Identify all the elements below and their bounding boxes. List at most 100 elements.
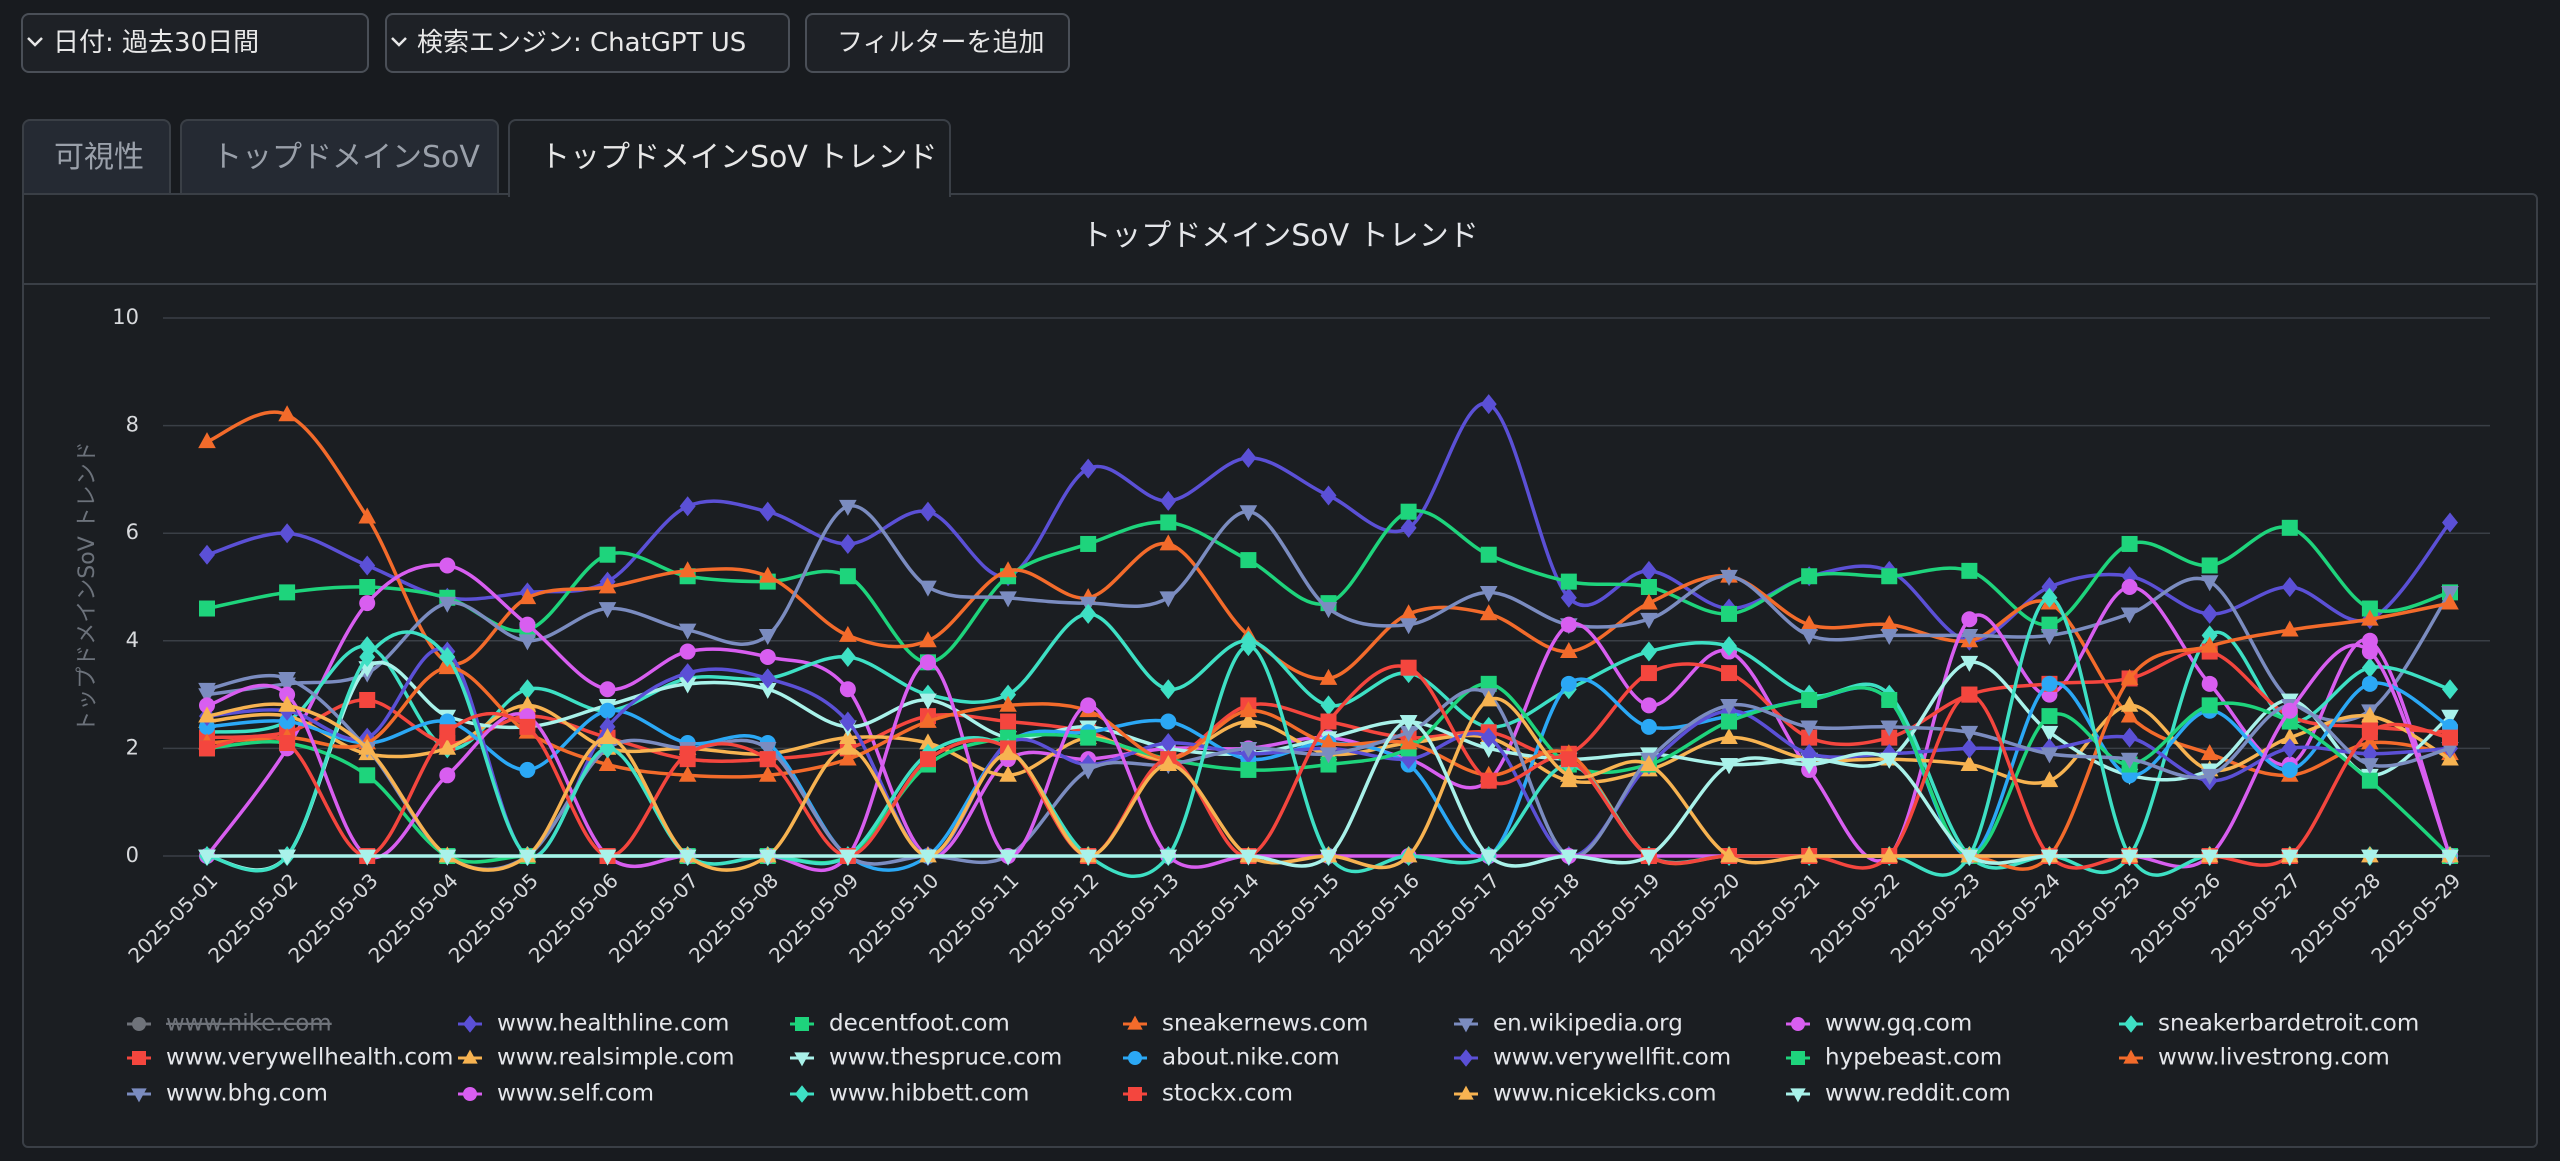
point bbox=[599, 716, 616, 737]
point bbox=[1880, 752, 1899, 769]
point bbox=[1960, 655, 1979, 672]
point bbox=[358, 738, 377, 755]
legend-item[interactable]: www.hibbett.com bbox=[790, 1081, 1029, 1107]
legend-item[interactable]: stockx.com bbox=[1123, 1081, 1293, 1107]
point bbox=[518, 588, 537, 605]
legend-item[interactable]: hypebeast.com bbox=[1786, 1045, 2002, 1071]
point bbox=[2040, 747, 2059, 764]
point bbox=[2120, 849, 2139, 866]
point bbox=[1080, 729, 1097, 746]
add-filter[interactable]: フィルターを追加 bbox=[805, 13, 1070, 73]
point bbox=[599, 546, 616, 563]
legend-item[interactable]: www.verywellfit.com bbox=[1454, 1045, 1731, 1071]
point bbox=[1319, 733, 1338, 750]
point bbox=[2280, 849, 2299, 866]
legend-marker bbox=[1791, 1017, 1805, 1031]
legend-item[interactable]: www.livestrong.com bbox=[2119, 1045, 2390, 1071]
point bbox=[1480, 394, 1497, 415]
legend-label: about.nike.com bbox=[1162, 1045, 1340, 1071]
legend-item[interactable]: www.bhg.com bbox=[127, 1081, 328, 1107]
point bbox=[1159, 591, 1178, 608]
point bbox=[2121, 727, 2138, 748]
legend-marker bbox=[1128, 1051, 1142, 1065]
legend-marker bbox=[794, 1052, 810, 1067]
legend-item[interactable]: www.nicekicks.com bbox=[1454, 1081, 1717, 1107]
legend-item[interactable]: en.wikipedia.org bbox=[1454, 1011, 1683, 1037]
legend-item[interactable]: decentfoot.com bbox=[790, 1011, 1010, 1037]
point bbox=[839, 533, 856, 554]
point bbox=[2201, 675, 2218, 692]
point bbox=[1160, 713, 1177, 730]
point bbox=[1961, 686, 1978, 703]
point bbox=[2200, 849, 2219, 866]
point bbox=[2442, 512, 2458, 533]
point bbox=[759, 501, 776, 522]
point bbox=[758, 742, 777, 758]
point bbox=[518, 849, 537, 866]
point bbox=[1079, 849, 1097, 866]
point bbox=[358, 849, 377, 866]
legend-label: www.bhg.com bbox=[166, 1081, 328, 1107]
point bbox=[278, 849, 296, 866]
point bbox=[2361, 600, 2378, 617]
point bbox=[1560, 675, 1577, 692]
tab[interactable]: トップドメインSoV bbox=[180, 119, 499, 195]
legend-item[interactable]: sneakerbardetroit.com bbox=[2119, 1011, 2419, 1037]
point bbox=[1560, 641, 1578, 658]
tab-label: トップドメインSoV bbox=[212, 140, 480, 175]
legend-marker bbox=[2123, 1049, 2139, 1064]
point bbox=[2361, 706, 2379, 723]
point bbox=[678, 677, 697, 694]
legend-item[interactable]: www.gq.com bbox=[1786, 1011, 1972, 1037]
point bbox=[2361, 609, 2379, 626]
point bbox=[519, 718, 536, 735]
point bbox=[999, 744, 1017, 761]
point bbox=[759, 668, 776, 689]
point bbox=[1640, 665, 1657, 682]
chevron bbox=[27, 37, 43, 47]
date-filter[interactable]: 日付: 過去30日間 bbox=[21, 13, 369, 73]
point bbox=[278, 405, 296, 422]
point bbox=[2201, 697, 2218, 714]
point bbox=[2442, 729, 2458, 746]
point bbox=[1399, 725, 1418, 742]
point bbox=[1880, 720, 1899, 737]
legend-item[interactable]: www.healthline.com bbox=[458, 1011, 729, 1037]
point bbox=[1480, 675, 1497, 692]
legend-item[interactable]: www.nike.com bbox=[127, 1011, 332, 1037]
point bbox=[198, 682, 216, 699]
legend-item[interactable]: www.verywellhealth.com bbox=[127, 1045, 453, 1071]
legend-marker bbox=[795, 1085, 809, 1103]
point bbox=[598, 577, 617, 594]
legend-item[interactable]: www.realsimple.com bbox=[458, 1045, 735, 1071]
point bbox=[678, 561, 697, 578]
point bbox=[438, 596, 457, 613]
tab-active[interactable]: トップドメインSoV トレンド bbox=[508, 119, 951, 197]
point bbox=[839, 681, 856, 698]
point bbox=[758, 682, 777, 699]
engine-filter[interactable]: 検索エンジン: ChatGPT US bbox=[385, 13, 790, 73]
legend-label: www.verywellhealth.com bbox=[166, 1045, 453, 1071]
legend-label: www.verywellfit.com bbox=[1493, 1045, 1731, 1071]
legend-item[interactable]: about.nike.com bbox=[1123, 1045, 1340, 1071]
legend-item[interactable]: www.reddit.com bbox=[1786, 1081, 2011, 1107]
point bbox=[2441, 593, 2459, 610]
point bbox=[1399, 715, 1418, 732]
point bbox=[2201, 603, 2218, 624]
legend-item[interactable]: www.thespruce.com bbox=[790, 1045, 1062, 1071]
point bbox=[1480, 772, 1497, 789]
point bbox=[2361, 772, 2378, 789]
point bbox=[2120, 668, 2139, 685]
point bbox=[1640, 641, 1657, 662]
point bbox=[1160, 733, 1177, 754]
tab[interactable]: 可視性 bbox=[22, 119, 171, 195]
point bbox=[198, 849, 216, 866]
legend-item[interactable]: sneakernews.com bbox=[1123, 1011, 1368, 1037]
point bbox=[1720, 758, 1738, 775]
point bbox=[198, 706, 216, 723]
point bbox=[199, 544, 215, 565]
point bbox=[1159, 849, 1178, 866]
legend-item[interactable]: www.self.com bbox=[458, 1081, 654, 1107]
legend-label: www.realsimple.com bbox=[497, 1045, 735, 1071]
